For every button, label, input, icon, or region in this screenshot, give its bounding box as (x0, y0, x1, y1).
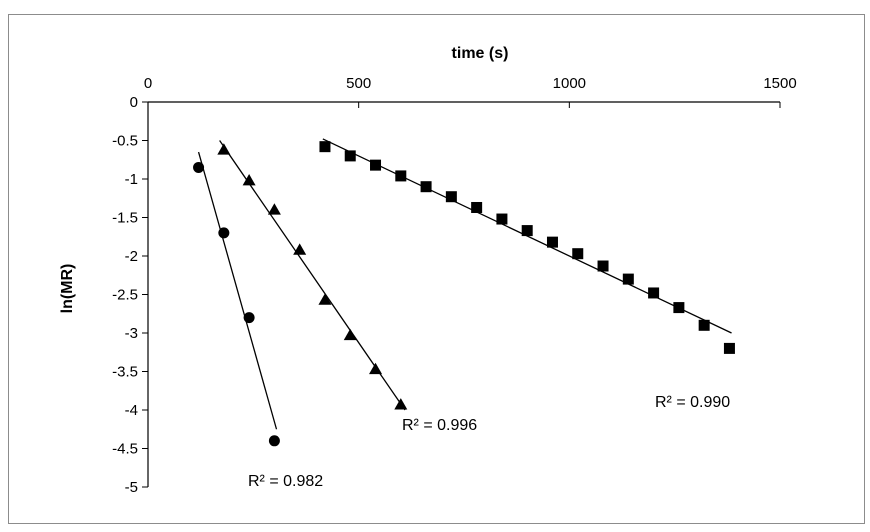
data-point-triangle (394, 398, 407, 409)
data-point-triangle (293, 243, 306, 254)
x-tick-label: 0 (144, 75, 152, 92)
data-point-square (319, 141, 330, 152)
x-tick-label: 1500 (763, 75, 796, 92)
data-point-triangle (318, 293, 331, 304)
data-point-square (623, 274, 634, 285)
labels: time (s) ln(MR) R² = 0.982 R² = 0.996 R² = 0… (59, 45, 730, 490)
data-point-square (446, 191, 457, 202)
data-point-square (496, 214, 507, 225)
y-tick-label: -0.5 (112, 133, 138, 150)
data-point-square (370, 160, 381, 171)
x-axis-title: time (s) (452, 45, 509, 62)
y-tick-label: -2 (125, 248, 138, 265)
r-squared-label: R² = 0.982 (248, 473, 323, 490)
data-point-circle (244, 312, 255, 323)
data-point-square (345, 150, 356, 161)
data-point-triangle (369, 363, 382, 374)
y-tick-label: -5 (125, 479, 138, 496)
trendlines (199, 139, 732, 429)
data-point-triangle (344, 329, 357, 340)
data-point-square (699, 320, 710, 331)
y-tick-label: -4.5 (112, 441, 138, 458)
data-point-square (471, 202, 482, 213)
data-point-square (522, 225, 533, 236)
markers (193, 141, 735, 446)
data-point-square (395, 170, 406, 181)
y-tick-label: -2.5 (112, 287, 138, 304)
data-point-square (572, 248, 583, 259)
data-point-square (648, 287, 659, 298)
y-axis-title: ln(MR) (59, 264, 76, 314)
y-tick-label: -1 (125, 171, 138, 188)
y-tick-label: 0 (130, 94, 138, 111)
data-point-square (673, 302, 684, 313)
trendline (199, 152, 277, 429)
data-point-circle (193, 162, 204, 173)
data-point-triangle (268, 203, 281, 214)
data-point-circle (218, 227, 229, 238)
data-point-square (421, 181, 432, 192)
data-point-square (598, 261, 609, 272)
data-point-circle (269, 435, 280, 446)
r-squared-label: R² = 0.996 (402, 417, 477, 434)
x-tick-label: 500 (346, 75, 371, 92)
y-tick-label: -3.5 (112, 364, 138, 381)
y-tick-label: -3 (125, 325, 138, 342)
r-squared-label: R² = 0.990 (655, 394, 730, 411)
y-tick-label: -4 (125, 402, 138, 419)
x-tick-label: 1000 (553, 75, 586, 92)
y-tick-label: -1.5 (112, 210, 138, 227)
data-point-square (547, 237, 558, 248)
data-point-triangle (217, 143, 230, 154)
data-point-square (724, 343, 735, 354)
